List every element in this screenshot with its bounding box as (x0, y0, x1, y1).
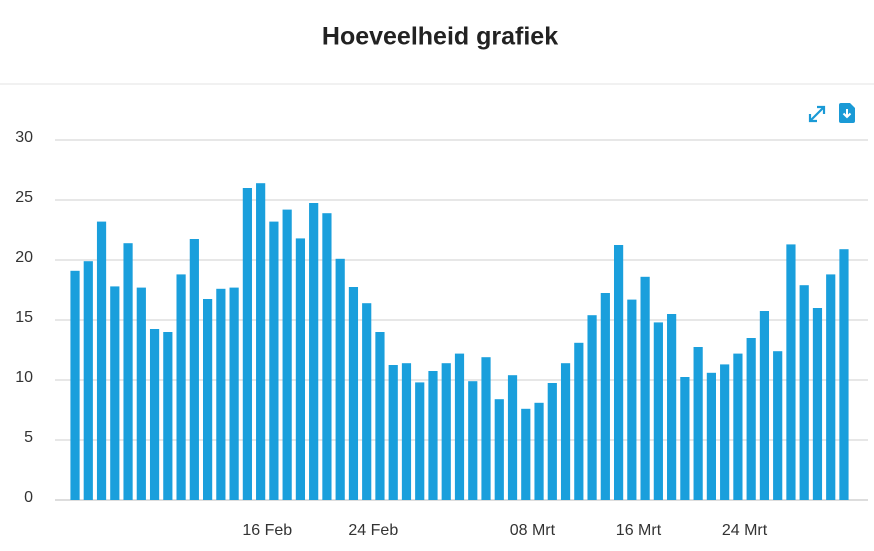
bar (428, 371, 438, 500)
bar (415, 382, 425, 500)
bar (269, 221, 279, 500)
bar (96, 221, 107, 500)
bar (733, 353, 743, 500)
bar (786, 244, 796, 500)
bar (123, 243, 133, 500)
y-tick-label: 5 (24, 429, 33, 446)
y-tick-label: 30 (15, 129, 33, 146)
bar (799, 285, 809, 500)
bar (839, 249, 849, 500)
bar (375, 332, 385, 500)
y-tick-label: 25 (15, 189, 33, 206)
x-tick-label: 16 Mrt (616, 522, 662, 539)
bar (282, 209, 292, 500)
bar (242, 188, 252, 500)
bar (256, 183, 266, 500)
bar (216, 288, 226, 500)
bar (560, 363, 571, 500)
bar (706, 372, 716, 500)
bar (653, 322, 663, 500)
bar (812, 308, 823, 500)
bar (83, 261, 93, 500)
bar (600, 293, 610, 500)
bar (454, 353, 465, 500)
bar (401, 363, 412, 500)
bar (680, 377, 690, 500)
expand-button[interactable] (808, 105, 826, 123)
bar (441, 363, 451, 500)
bar (229, 287, 239, 500)
y-tick-label: 10 (15, 369, 33, 386)
bar (507, 375, 518, 500)
bar (773, 351, 783, 500)
chart-title: Hoeveelheid grafiek (322, 23, 558, 51)
bar (136, 287, 146, 500)
y-tick-label: 0 (24, 489, 33, 506)
bar (494, 399, 504, 500)
bar (362, 303, 372, 500)
bar (176, 274, 186, 500)
bar (667, 314, 677, 500)
bar (70, 270, 80, 500)
bar (627, 299, 637, 500)
bar (746, 338, 756, 500)
bar (149, 329, 160, 500)
download-button[interactable] (839, 103, 855, 123)
x-tick-label: 16 Feb (242, 522, 292, 539)
bar (388, 365, 398, 500)
bar (521, 408, 531, 500)
bar (826, 274, 836, 500)
y-tick-label: 15 (15, 309, 33, 326)
bar (720, 364, 730, 500)
bar (693, 347, 703, 500)
bar (547, 383, 557, 500)
x-tick-label: 08 Mrt (510, 522, 556, 539)
x-tick-label: 24 Feb (348, 522, 398, 539)
bar (110, 286, 120, 500)
bar (163, 332, 173, 500)
bar (587, 315, 597, 500)
bar (203, 299, 213, 500)
bar (468, 381, 478, 500)
bar (613, 245, 624, 500)
bar (759, 311, 770, 500)
x-tick-label: 24 Mrt (722, 522, 768, 539)
bar (348, 287, 359, 500)
bar (574, 342, 584, 500)
bar (481, 357, 491, 500)
y-tick-label: 20 (15, 249, 33, 266)
bar (309, 203, 319, 500)
bar (640, 276, 650, 500)
bar (335, 258, 345, 500)
bar (322, 213, 332, 500)
bar (189, 239, 199, 500)
bar (534, 402, 544, 500)
bar (295, 238, 306, 500)
